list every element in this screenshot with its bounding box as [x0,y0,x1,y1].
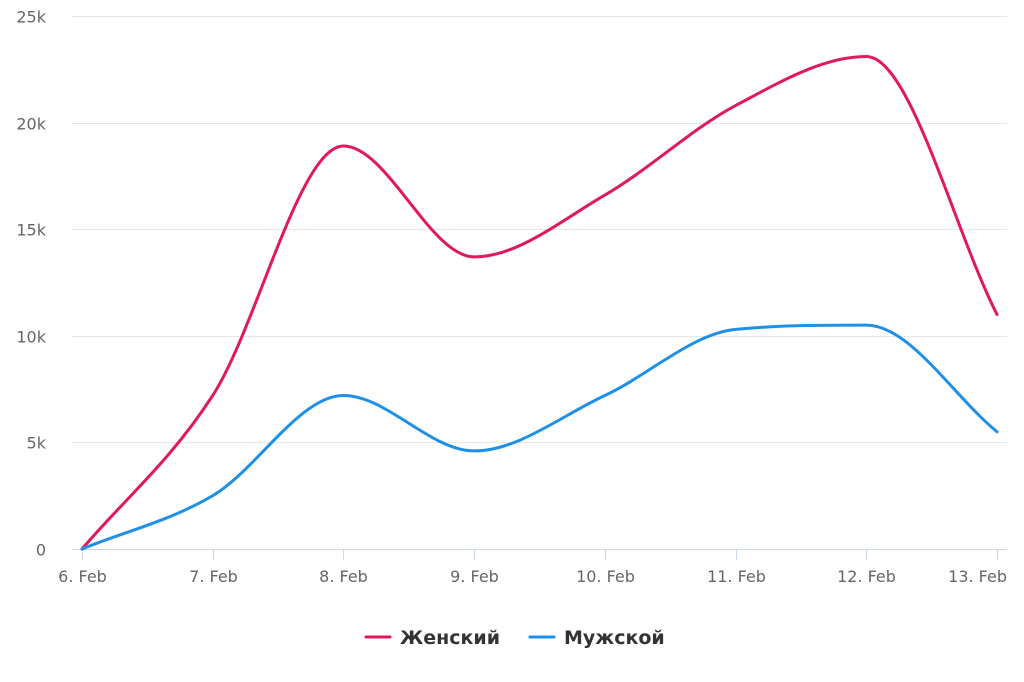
x-tick-label: 10. Feb [576,567,635,586]
series-line-1 [80,55,999,551]
y-tick-label: 10k [16,328,46,347]
y-axis-labels: 0 5k 10k 15k 20k 25k [16,8,46,560]
legend-label: Женский [400,627,500,649]
legend-label: Мужской [564,627,665,649]
x-tick-label: 9. Feb [450,567,499,586]
x-tick-label: 13. Feb [948,567,1007,586]
y-tick-label: 25k [16,8,46,27]
series-line-2 [80,323,999,551]
y-tick-label: 0 [36,541,46,560]
gridlines [72,16,1007,443]
x-tick-label: 11. Feb [707,567,766,586]
x-tick-label: 7. Feb [189,567,238,586]
x-tick-label: 12. Feb [837,567,896,586]
legend-item[interactable]: Мужской [528,627,665,649]
y-tick-label: 5k [27,434,47,453]
legend-item[interactable]: Женский [364,627,500,649]
y-tick-label: 20k [16,115,46,134]
legend: Женский Мужской [364,627,665,649]
x-tick-label: 8. Feb [319,567,368,586]
series-lines [80,55,999,551]
y-tick-label: 15k [16,221,46,240]
x-axis-labels: 6. Feb 7. Feb 8. Feb 9. Feb 10. Feb 11. Feb 12… [58,567,1007,586]
x-tick-label: 6. Feb [58,567,107,586]
x-axis [72,549,1007,560]
